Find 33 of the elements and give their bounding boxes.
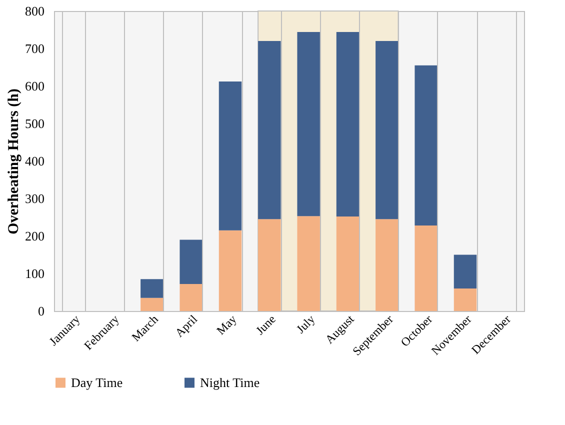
- bar: [336, 216, 360, 311]
- bar: [414, 65, 438, 226]
- bar: [258, 41, 281, 220]
- bar: [454, 288, 477, 311]
- y-tick-label: 500: [25, 116, 44, 131]
- bar: [180, 240, 202, 284]
- legend-label: Night Time: [200, 374, 260, 390]
- y-tick-label: 700: [25, 41, 44, 56]
- y-tick-label: 100: [25, 266, 44, 281]
- bar: [376, 219, 398, 311]
- legend-label: Day Time: [71, 374, 123, 390]
- y-tick-label: 800: [25, 4, 44, 18]
- bar: [297, 216, 320, 311]
- x-tick-label: May: [214, 312, 240, 338]
- bar: [454, 254, 477, 288]
- y-tick-label: 0: [38, 304, 44, 318]
- y-axis-title: Overheating Hours (h): [6, 88, 22, 234]
- x-tick-label: July: [294, 312, 318, 336]
- bar: [336, 32, 360, 216]
- y-tick-label: 300: [25, 191, 44, 206]
- bar: [140, 279, 164, 298]
- y-tick-label: 200: [25, 228, 44, 244]
- bar: [258, 219, 281, 311]
- bar: [218, 230, 242, 311]
- bar: [140, 298, 164, 311]
- bar: [414, 226, 438, 311]
- bar: [297, 32, 320, 216]
- bar: [180, 284, 202, 311]
- y-tick-label: 400: [25, 154, 44, 168]
- y-tick-label: 600: [25, 78, 44, 94]
- bar: [376, 41, 398, 220]
- x-tick-label: June: [252, 312, 278, 338]
- bar: [218, 82, 242, 230]
